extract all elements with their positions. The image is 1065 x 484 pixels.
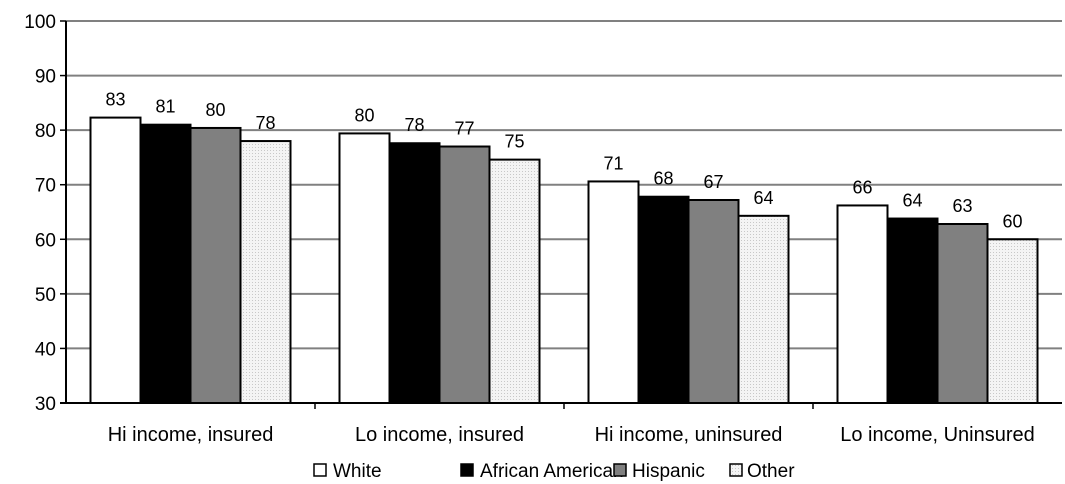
legend-label: White <box>333 461 382 482</box>
bars <box>89 116 1039 405</box>
data-label: 83 <box>105 90 125 110</box>
y-tick-label: 80 <box>35 121 56 142</box>
legend-swatch <box>613 463 627 477</box>
y-tick-label: 60 <box>35 230 56 251</box>
bar <box>637 195 690 404</box>
bar <box>189 126 242 405</box>
bar <box>886 217 939 404</box>
bar <box>438 145 491 404</box>
y-tick-label: 90 <box>35 67 56 88</box>
x-category-label: Lo income, Uninsured <box>840 424 1035 446</box>
bar <box>388 142 441 405</box>
data-label: 81 <box>155 97 175 117</box>
data-label: 67 <box>703 172 723 192</box>
x-category-label: Lo income, insured <box>355 424 524 446</box>
legend-label: Other <box>747 461 795 482</box>
data-label: 77 <box>454 119 474 139</box>
legend-label: Hispanic <box>632 461 705 482</box>
data-label: 64 <box>902 191 922 211</box>
bar <box>89 116 142 404</box>
data-label: 63 <box>952 196 972 216</box>
legend-swatch <box>460 463 474 477</box>
legend: White African American Hispanic Other <box>313 461 795 482</box>
x-category-label: Hi income, uninsured <box>595 424 783 446</box>
data-label: 75 <box>504 132 524 152</box>
data-label: 80 <box>354 105 374 125</box>
bar <box>737 214 790 404</box>
y-tick-label: 40 <box>35 339 56 360</box>
bar <box>338 132 391 404</box>
bar <box>687 198 740 404</box>
data-label: 68 <box>653 169 673 189</box>
bar <box>488 158 541 404</box>
legend-swatch <box>729 463 743 477</box>
data-label: 64 <box>753 188 773 208</box>
data-label: 60 <box>1002 211 1022 231</box>
axes: 30 40 50 60 70 80 90 100 Hi income, insured Lo in… <box>24 12 1062 446</box>
y-tick-label: 30 <box>35 394 56 415</box>
data-labels: 83 81 80 78 80 78 77 75 71 68 67 64 66 64 63 60 <box>105 90 1022 232</box>
data-label: 78 <box>255 113 275 133</box>
data-label: 66 <box>852 177 872 197</box>
bar <box>836 204 889 404</box>
y-tick-label: 70 <box>35 176 56 197</box>
bar <box>239 140 292 405</box>
bar <box>587 180 640 404</box>
data-label: 71 <box>603 153 623 173</box>
y-tick-label: 50 <box>35 285 56 306</box>
bar <box>986 238 1039 404</box>
legend-label: African American <box>480 461 624 482</box>
bar <box>936 223 989 404</box>
legend-swatch <box>313 463 327 477</box>
bar <box>139 123 192 405</box>
data-label: 78 <box>404 115 424 135</box>
x-category-label: Hi income, insured <box>108 424 274 446</box>
data-label: 80 <box>205 100 225 120</box>
y-tick-label: 100 <box>24 12 56 33</box>
